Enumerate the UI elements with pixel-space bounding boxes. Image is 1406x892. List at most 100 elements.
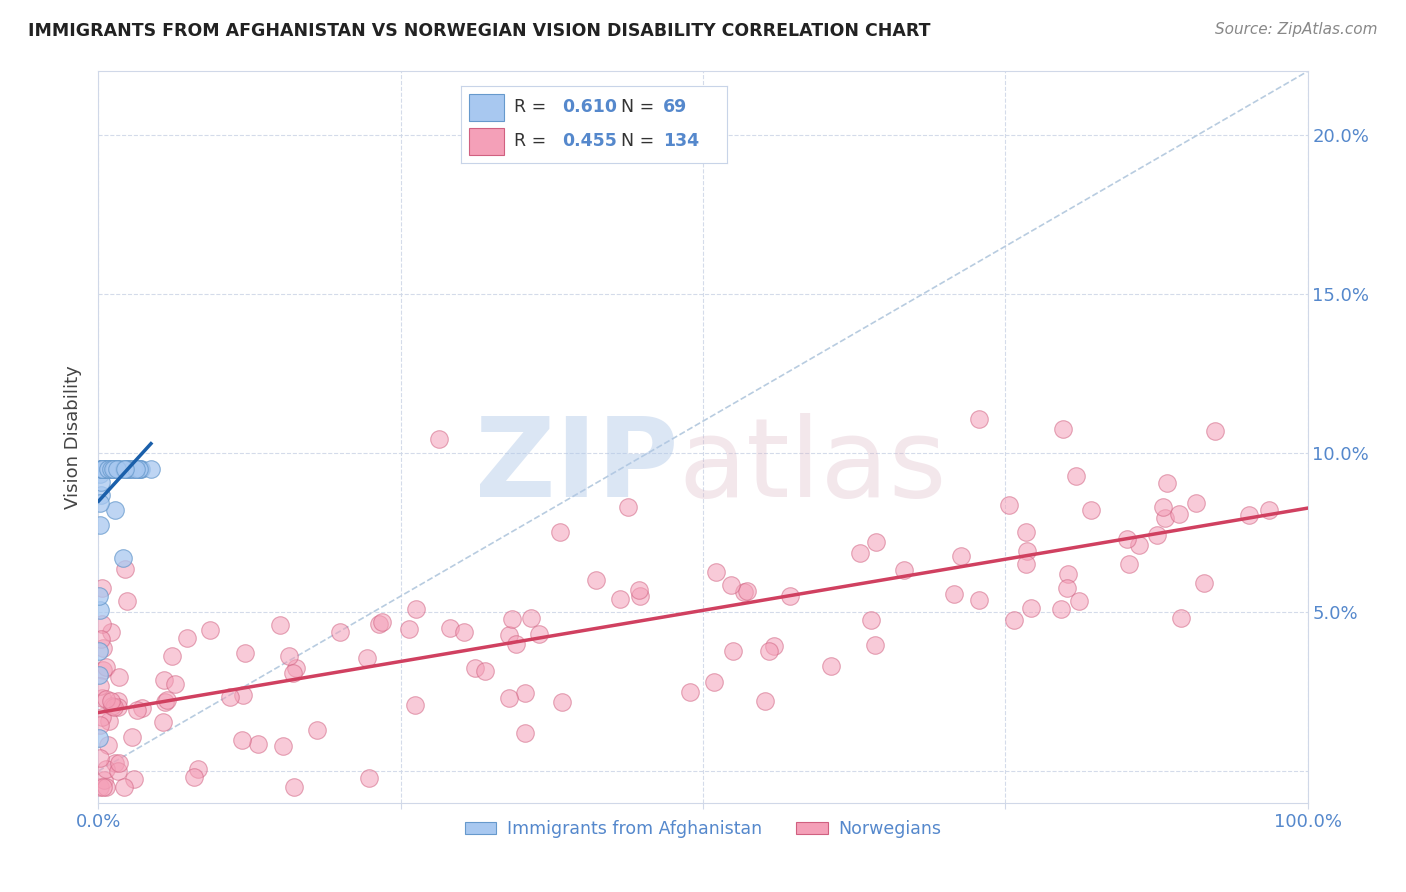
Point	[969, 593, 991, 607]
Point	[863, 638, 886, 652]
Point	[1257, 502, 1279, 516]
Point	[90, 632, 112, 646]
Point	[97, 738, 120, 752]
Point	[176, 631, 198, 645]
Point	[96, 462, 118, 476]
Point	[117, 462, 139, 476]
Point	[152, 714, 174, 729]
Point	[679, 684, 702, 698]
Point	[893, 563, 915, 577]
Point	[1146, 527, 1168, 541]
Point	[100, 624, 122, 639]
Point	[163, 677, 186, 691]
Point	[949, 549, 972, 563]
Point	[628, 589, 651, 603]
Point	[779, 589, 801, 603]
Point	[1168, 507, 1191, 521]
Point	[91, 663, 114, 677]
Point	[1170, 611, 1192, 625]
Point	[129, 462, 152, 476]
Point	[1080, 503, 1102, 517]
Point	[1067, 594, 1090, 608]
Point	[121, 462, 143, 476]
Point	[89, 751, 111, 765]
Legend: Immigrants from Afghanistan, Norwegians: Immigrants from Afghanistan, Norwegians	[458, 814, 948, 846]
Point	[704, 565, 727, 579]
Point	[104, 462, 127, 476]
Point	[114, 462, 136, 476]
Point	[329, 625, 352, 640]
Point	[97, 462, 120, 476]
Point	[93, 462, 115, 476]
Point	[91, 640, 114, 655]
Point	[127, 462, 149, 476]
Point	[89, 680, 111, 694]
Point	[103, 462, 125, 476]
Text: IMMIGRANTS FROM AFGHANISTAN VS NORWEGIAN VISION DISABILITY CORRELATION CHART: IMMIGRANTS FROM AFGHANISTAN VS NORWEGIAN…	[28, 22, 931, 40]
Point	[91, 462, 114, 476]
Point	[90, 462, 112, 476]
Point	[617, 500, 640, 515]
Point	[89, 603, 111, 617]
Point	[87, 644, 110, 658]
Point	[498, 627, 520, 641]
Point	[107, 693, 129, 707]
Point	[153, 673, 176, 688]
Point	[90, 581, 112, 595]
Point	[91, 780, 114, 794]
Point	[371, 615, 394, 629]
Point	[91, 462, 114, 476]
Point	[307, 723, 329, 738]
Point	[860, 613, 883, 627]
Point	[90, 488, 112, 502]
Point	[89, 717, 111, 731]
Point	[1154, 511, 1177, 525]
Point	[551, 695, 574, 709]
Point	[156, 693, 179, 707]
Point	[942, 587, 965, 601]
Point	[232, 689, 254, 703]
Point	[121, 731, 143, 745]
Point	[247, 737, 270, 751]
Point	[513, 726, 536, 740]
Point	[1064, 469, 1087, 483]
Point	[271, 739, 294, 754]
Point	[98, 462, 121, 476]
Point	[758, 644, 780, 658]
Point	[121, 462, 143, 476]
Point	[1050, 601, 1073, 615]
Point	[820, 659, 842, 673]
Point	[90, 462, 112, 476]
Point	[160, 648, 183, 663]
Point	[609, 591, 631, 606]
Point	[104, 503, 127, 517]
Point	[1204, 424, 1226, 438]
Point	[1118, 557, 1140, 571]
Point	[231, 733, 253, 747]
Point	[404, 698, 426, 712]
Point	[368, 617, 391, 632]
Point	[96, 462, 118, 476]
Point	[104, 756, 127, 771]
Point	[585, 573, 607, 587]
Point	[505, 637, 527, 651]
Point	[464, 661, 486, 675]
Point	[128, 462, 150, 476]
Point	[398, 622, 420, 636]
Point	[104, 462, 127, 476]
Point	[439, 622, 461, 636]
Point	[91, 691, 114, 706]
Point	[107, 462, 129, 476]
Point	[97, 462, 120, 476]
Point	[124, 772, 146, 786]
Point	[96, 692, 118, 706]
Point	[198, 623, 221, 637]
Point	[865, 535, 887, 549]
Point	[183, 771, 205, 785]
Text: atlas: atlas	[679, 413, 948, 520]
Point	[117, 462, 139, 476]
Point	[90, 462, 112, 476]
Point	[520, 611, 543, 625]
Point	[735, 584, 758, 599]
Point	[527, 626, 550, 640]
